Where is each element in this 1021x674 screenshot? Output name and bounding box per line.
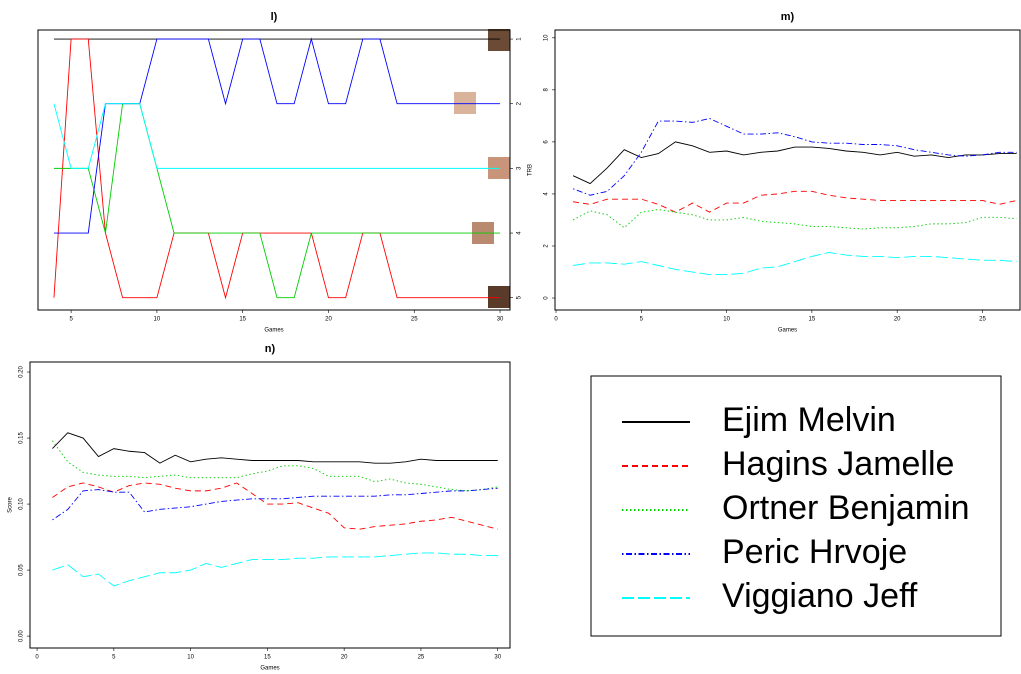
plot-frame: [38, 30, 510, 310]
legend-label: Peric Hrvoje: [722, 533, 907, 571]
y-tick-label: 2: [544, 244, 550, 248]
y-tick-label: 0.05: [19, 564, 25, 576]
x-tick-label: 30: [494, 655, 501, 661]
y-tick-label: 4: [517, 231, 523, 235]
player-photo: [488, 29, 510, 51]
y-tick-label: 0: [544, 296, 550, 300]
y-tick-label: 0.10: [19, 498, 25, 510]
figure: l)Games5101520253012345TRBm)Games0510152…: [0, 0, 1021, 674]
chart-title: n): [265, 343, 276, 355]
series-line: [52, 483, 497, 529]
series-line: [54, 39, 500, 233]
chart-title: m): [781, 11, 795, 23]
y-tick-label: 4: [544, 192, 550, 196]
y-tick-label: 0.20: [19, 366, 25, 378]
y-tick-label: 0.15: [19, 432, 25, 444]
x-tick-label: 15: [264, 655, 271, 661]
y-tick-label: 3: [517, 166, 523, 170]
x-tick-label: 25: [979, 317, 986, 323]
legend-label: Viggiano Jeff: [722, 577, 918, 615]
y-tick-label: 1: [517, 37, 523, 41]
chart-title: l): [271, 11, 278, 23]
x-tick-label: 0: [554, 317, 558, 323]
x-tick-label: 25: [411, 317, 418, 323]
series-line: [573, 210, 1017, 230]
x-tick-label: 10: [723, 317, 730, 323]
x-tick-label: 5: [640, 317, 644, 323]
x-tick-label: 10: [187, 655, 194, 661]
series-line: [573, 191, 1017, 212]
x-axis-label: Games: [778, 328, 797, 334]
plot-frame: [555, 30, 1020, 310]
series-line: [52, 441, 497, 491]
x-tick-label: 15: [809, 317, 816, 323]
plot-frame: [30, 362, 510, 648]
page: {"chart_data": [ {"type": "line", "title…: [0, 0, 1021, 674]
y-tick-label: 6: [544, 140, 550, 144]
y-tick-label: 10: [544, 34, 550, 41]
x-tick-label: 5: [112, 655, 116, 661]
y-tick-label: 2: [517, 101, 523, 105]
y-axis-label: TRB: [528, 164, 534, 176]
y-tick-label: 0.00: [19, 630, 25, 642]
series-line: [52, 433, 497, 463]
series-line: [54, 104, 500, 298]
x-tick-label: 0: [35, 655, 39, 661]
x-tick-label: 15: [239, 317, 246, 323]
x-tick-label: 30: [497, 317, 504, 323]
y-tick-label: 5: [517, 295, 523, 299]
series-line: [52, 553, 497, 586]
x-tick-label: 10: [154, 317, 161, 323]
x-axis-label: Games: [264, 328, 283, 334]
x-tick-label: 20: [894, 317, 901, 323]
series-line: [573, 252, 1017, 274]
series-line: [52, 488, 497, 520]
x-axis-label: Games: [260, 666, 279, 672]
player-photo: [454, 92, 476, 114]
y-axis-label: Score: [8, 497, 14, 513]
legend-label: Ejim Melvin: [722, 401, 896, 439]
series-line: [573, 142, 1017, 184]
x-tick-label: 20: [341, 655, 348, 661]
y-tick-label: 8: [544, 88, 550, 92]
legend-label: Hagins Jamelle: [722, 445, 954, 483]
player-photo: [488, 286, 510, 308]
legend-label: Ortner Benjamin: [722, 489, 970, 527]
x-tick-label: 20: [325, 317, 332, 323]
x-tick-label: 25: [418, 655, 425, 661]
x-tick-label: 5: [69, 317, 73, 323]
